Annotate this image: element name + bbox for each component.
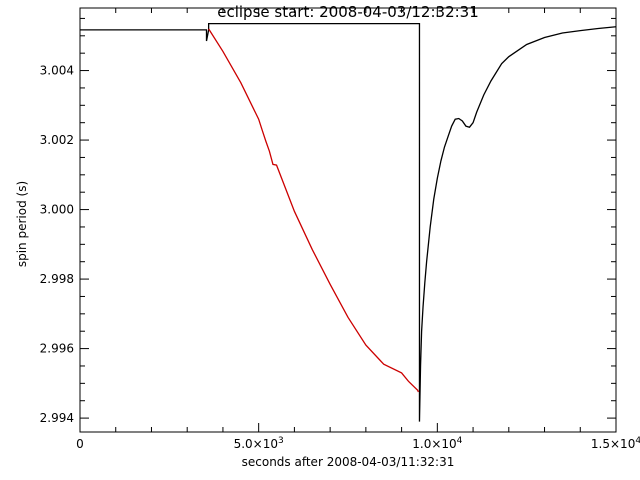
series-line-0 bbox=[80, 22, 617, 422]
y-axis-label: spin period (s) bbox=[15, 181, 29, 267]
series-line-1 bbox=[208, 28, 419, 393]
chart-title: eclipse start: 2008-04-03/12:32:31 bbox=[217, 3, 479, 21]
y-tick-label: 2.994 bbox=[40, 411, 74, 425]
x-tick-label: 5.0×103 bbox=[234, 436, 284, 451]
plot-frame bbox=[79, 7, 617, 433]
x-tick-label: 0 bbox=[76, 437, 84, 451]
x-tick-label: 1.0×104 bbox=[412, 436, 462, 451]
x-tick-label: 1.5×104 bbox=[591, 436, 640, 451]
tick-layer: 0 5.0×103 1.0×104 1.5×104 2.994 2.996 2.998 3.0… bbox=[40, 8, 640, 451]
series-layer bbox=[80, 22, 617, 422]
y-tick-label: 2.998 bbox=[40, 272, 74, 286]
y-tick-label: 3.002 bbox=[40, 133, 74, 147]
y-tick-label: 3.000 bbox=[40, 203, 74, 217]
y-tick-label: 2.996 bbox=[40, 342, 74, 356]
y-tick-label: 3.004 bbox=[40, 64, 74, 78]
x-axis-label: seconds after 2008-04-03/11:32:31 bbox=[242, 455, 455, 469]
